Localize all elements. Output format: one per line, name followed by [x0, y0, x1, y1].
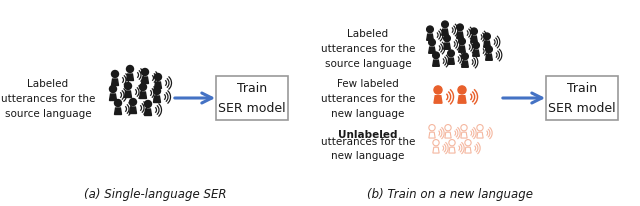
Circle shape: [111, 71, 118, 78]
Circle shape: [486, 47, 492, 53]
Circle shape: [109, 86, 116, 93]
Polygon shape: [109, 95, 116, 101]
Text: Train
SER model: Train SER model: [548, 82, 616, 115]
Polygon shape: [115, 109, 122, 115]
Polygon shape: [444, 44, 451, 50]
Polygon shape: [458, 96, 466, 104]
Circle shape: [154, 88, 161, 95]
FancyBboxPatch shape: [546, 77, 618, 121]
Polygon shape: [129, 108, 136, 114]
Circle shape: [140, 84, 147, 91]
Circle shape: [429, 40, 435, 46]
Polygon shape: [447, 59, 454, 65]
Polygon shape: [111, 80, 118, 86]
Circle shape: [442, 22, 449, 29]
Polygon shape: [145, 109, 152, 116]
Text: (a) Single-language SER: (a) Single-language SER: [84, 188, 227, 200]
Polygon shape: [484, 42, 490, 48]
Text: Train
SER model: Train SER model: [218, 82, 286, 115]
Polygon shape: [125, 91, 131, 98]
Polygon shape: [141, 78, 148, 84]
Circle shape: [427, 27, 433, 34]
Circle shape: [141, 69, 148, 76]
Polygon shape: [127, 75, 134, 81]
Polygon shape: [473, 51, 479, 57]
Circle shape: [473, 43, 479, 49]
FancyBboxPatch shape: [216, 77, 288, 121]
Polygon shape: [429, 48, 435, 54]
Circle shape: [457, 25, 463, 32]
Polygon shape: [459, 47, 465, 53]
Circle shape: [484, 34, 490, 40]
Circle shape: [470, 29, 477, 35]
Text: Few labeled
utterances for the
new language: Few labeled utterances for the new langu…: [321, 79, 415, 118]
Polygon shape: [486, 55, 492, 61]
Polygon shape: [457, 33, 463, 39]
Circle shape: [129, 99, 136, 106]
Circle shape: [434, 87, 442, 95]
Circle shape: [461, 54, 468, 60]
Circle shape: [447, 51, 454, 57]
Polygon shape: [470, 37, 477, 43]
Text: Labeled
utterances for the
source language: Labeled utterances for the source langua…: [1, 79, 95, 118]
Circle shape: [145, 101, 152, 108]
Polygon shape: [461, 62, 468, 68]
Circle shape: [444, 36, 451, 42]
Text: Unlabeled: Unlabeled: [339, 129, 397, 139]
Polygon shape: [434, 96, 442, 104]
Polygon shape: [140, 92, 147, 99]
Circle shape: [125, 83, 131, 90]
Text: Labeled
utterances for the
source language: Labeled utterances for the source langua…: [321, 29, 415, 68]
Circle shape: [154, 74, 161, 81]
Polygon shape: [427, 35, 433, 41]
Polygon shape: [154, 83, 161, 89]
Text: (b) Train on a new language: (b) Train on a new language: [367, 188, 533, 200]
Circle shape: [433, 53, 439, 59]
Circle shape: [127, 66, 134, 73]
Circle shape: [458, 87, 466, 95]
Polygon shape: [433, 61, 439, 67]
Polygon shape: [442, 30, 449, 36]
Polygon shape: [154, 97, 161, 103]
Text: utterances for the
new language: utterances for the new language: [321, 136, 415, 161]
Circle shape: [115, 100, 122, 107]
Circle shape: [459, 39, 465, 46]
